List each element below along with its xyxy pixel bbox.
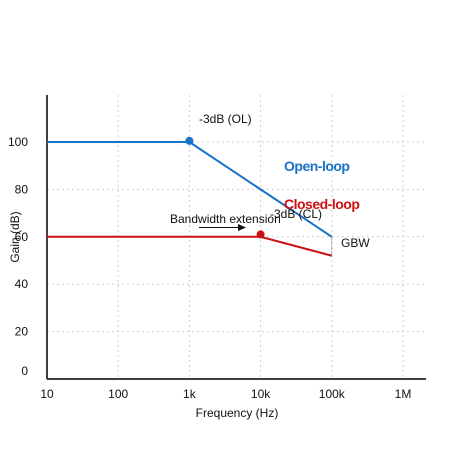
y-tick-label: 60 — [15, 230, 29, 244]
y-tick-label: 40 — [15, 277, 29, 291]
bandwidth-arrow-head — [238, 224, 246, 231]
x-tick-label: 100k — [319, 387, 346, 401]
gbw-label: GBW — [341, 236, 370, 250]
x-tick-label: 10 — [40, 387, 54, 401]
x-axis-label: Frequency (Hz) — [196, 406, 279, 420]
annotations: Open-loop Closed-loop -3dB (OL) -3dB (CL)Ba… — [170, 112, 370, 256]
x-tick-label: 1k — [183, 387, 197, 401]
y-axis-label: Gain (dB) — [8, 211, 22, 262]
ticks: 10 100 1k 10k 100k 1M 0 20 40 60 80 100 — [8, 135, 411, 401]
y-tick-label: 20 — [15, 325, 29, 339]
y-tick-label: 100 — [8, 135, 28, 149]
y-tick-label: 80 — [15, 182, 29, 196]
series — [47, 136, 333, 257]
closed-loop-label: Closed-loop — [284, 196, 359, 212]
ol-3db-label: -3dB (OL) — [199, 112, 252, 126]
y-tick-label: 0 — [21, 364, 28, 378]
ol-3db-marker — [185, 136, 194, 145]
cl-3db-marker — [256, 230, 265, 239]
x-tick-label: 10k — [251, 387, 271, 401]
open-loop-label: Open-loop — [284, 158, 350, 174]
x-tick-label: 1M — [395, 387, 412, 401]
cl-3db-label: -3dB (CL) — [270, 207, 322, 221]
bandwidth-extension-label: Bandwidth extension — [170, 212, 281, 226]
x-tick-label: 100 — [108, 387, 128, 401]
